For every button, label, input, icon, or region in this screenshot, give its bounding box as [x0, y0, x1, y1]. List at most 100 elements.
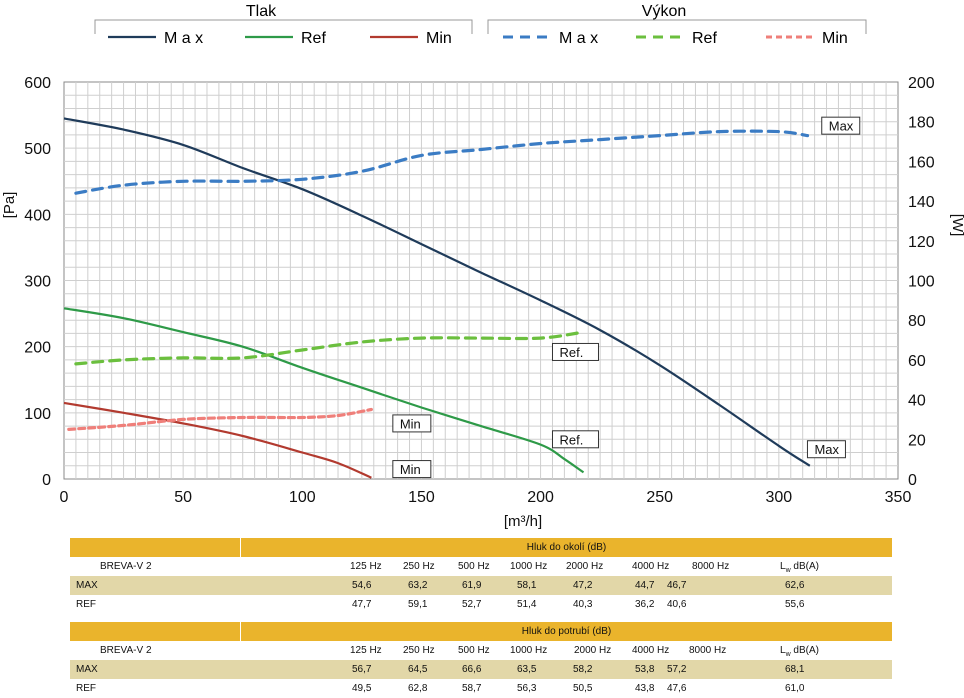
annotation-box — [551, 430, 599, 449]
annotation-box — [392, 414, 432, 433]
annotation-label: Min — [400, 462, 421, 477]
y2-tick-label: 120 — [908, 234, 935, 251]
x-tick-label: 100 — [289, 489, 316, 506]
noise-table-surroundings: Hluk do okolí (dB) BREVA-V 2 125 Hz 250 … — [70, 538, 892, 614]
y2-tick-label: 80 — [908, 313, 926, 330]
model-label: BREVA-V 2 — [100, 645, 152, 656]
cell-value: 54,6 — [352, 580, 372, 591]
cell-value: 58,2 — [573, 664, 593, 675]
noise-table-duct: Hluk do potrubí (dB) BREVA-V 2 125 Hz 25… — [70, 622, 892, 698]
cell-value: 46,7 — [667, 580, 687, 591]
cell-lw: 55,6 — [785, 599, 805, 610]
x-tick-label: 200 — [527, 489, 554, 506]
cell-lw: 61,0 — [785, 683, 805, 694]
cell-value: 40,3 — [573, 599, 593, 610]
col-label: 250 Hz — [403, 645, 435, 656]
legend-label: M a x — [164, 30, 203, 47]
cell-value: 63,2 — [408, 580, 428, 591]
col-label: 8000 Hz — [692, 561, 730, 572]
x-tick-label: 0 — [60, 489, 69, 506]
cell-value: 57,2 — [667, 664, 687, 675]
y2-tick-label: 60 — [908, 353, 926, 370]
cell-value: 44,7 — [635, 580, 655, 591]
col-label: 125 Hz — [350, 645, 382, 656]
x-tick-label: 250 — [646, 489, 673, 506]
y2-tick-label: 200 — [908, 75, 935, 92]
x-tick-label: 350 — [885, 489, 912, 506]
fan-performance-chart: Tlak Výkon M a x Ref Min M a x Ref Min Max Ref… — [1, 3, 964, 530]
lw-label: Lw dB(A) — [780, 645, 819, 658]
lw-label: Lw dB(A) — [780, 561, 819, 574]
legend-power-frame — [487, 19, 867, 34]
table-row: MAX 54,6 63,2 61,9 58,1 47,2 44,7 46,7 6… — [70, 576, 892, 595]
cell-value: 64,5 — [408, 664, 428, 675]
cell-value: 50,5 — [573, 683, 593, 694]
y2-tick-label: 140 — [908, 194, 935, 211]
cell-lw: 62,6 — [785, 580, 805, 591]
y2-tick-label: 40 — [908, 393, 926, 410]
cell-value: 66,6 — [462, 664, 482, 675]
legend-label: Min — [822, 30, 848, 47]
model-label: BREVA-V 2 — [100, 561, 152, 572]
cell-value: 61,9 — [462, 580, 482, 591]
y-tick-label: 0 — [42, 472, 51, 489]
cell-value: 36,2 — [635, 599, 655, 610]
y-tick-label: 300 — [24, 274, 51, 291]
row-name: MAX — [76, 580, 98, 591]
cell-value: 58,7 — [462, 683, 482, 694]
x-tick-label: 300 — [766, 489, 793, 506]
table-columns-row: BREVA-V 2 125 Hz 250 Hz 500 Hz 1000 Hz 2… — [70, 641, 892, 660]
y-axis-label: [Pa] — [1, 192, 18, 219]
table-row: MAX 56,7 64,5 66,6 63,5 58,2 53,8 57,2 6… — [70, 660, 892, 679]
col-label: 8000 Hz — [689, 645, 727, 656]
pressure-curve-2 — [63, 401, 372, 479]
legend-label: Ref — [692, 30, 717, 47]
power-curve-4 — [74, 330, 586, 366]
cell-value: 53,8 — [635, 664, 655, 675]
annotation-box — [392, 460, 432, 479]
legend-label: M a x — [559, 30, 598, 47]
x-tick-label: 50 — [174, 489, 192, 506]
cell-value: 43,8 — [635, 683, 655, 694]
x-axis-label: [m³/h] — [504, 513, 542, 530]
legend-power-title: Výkon — [642, 3, 686, 20]
legend-pressure-title: Tlak — [246, 3, 277, 20]
cell-value: 49,5 — [352, 683, 372, 694]
table-title: Hluk do okolí (dB) — [526, 542, 607, 553]
y-tick-label: 400 — [24, 207, 51, 224]
cell-lw: 68,1 — [785, 664, 805, 675]
cell-value: 56,7 — [352, 664, 372, 675]
col-label: 500 Hz — [458, 561, 490, 572]
annotation-label: Ref. — [559, 432, 583, 447]
y2-tick-label: 20 — [908, 432, 926, 449]
col-label: 500 Hz — [458, 645, 490, 656]
series-layer — [63, 117, 811, 479]
cell-value: 40,6 — [667, 599, 687, 610]
cell-value: 58,1 — [517, 580, 537, 591]
annotation-box — [551, 342, 599, 361]
legend-label: Min — [426, 30, 452, 47]
annotation-layer: Max Ref. Min Max Ref. Min — [392, 116, 861, 479]
y2-tick-label: 180 — [908, 115, 935, 132]
annotation-label: Max — [829, 119, 854, 134]
row-name: MAX — [76, 664, 98, 675]
legend-pressure-frame — [94, 19, 473, 34]
table-title: Hluk do potrubí (dB) — [521, 626, 612, 637]
col-label: 4000 Hz — [632, 645, 670, 656]
col-label: 2000 Hz — [574, 645, 612, 656]
col-label: 125 Hz — [350, 561, 382, 572]
y2-tick-label: 160 — [908, 154, 935, 171]
row-name: REF — [76, 683, 96, 694]
col-label: 1000 Hz — [510, 561, 548, 572]
cell-value: 56,3 — [517, 683, 537, 694]
y-tick-label: 500 — [24, 141, 51, 158]
col-label: 2000 Hz — [566, 561, 604, 572]
tick-labels: 0 50 100 150 200 250 300 3500100200300400500600… — [24, 75, 935, 506]
cell-value: 63,5 — [517, 664, 537, 675]
annotation-box — [821, 116, 861, 135]
y2-axis-label: [W] — [949, 214, 964, 237]
power-curve-5 — [67, 407, 373, 431]
table-row: REF 47,7 59,1 52,7 51,4 40,3 36,2 40,6 5… — [70, 595, 892, 614]
annotation-box — [806, 440, 846, 459]
pressure-curve-0 — [63, 117, 811, 467]
